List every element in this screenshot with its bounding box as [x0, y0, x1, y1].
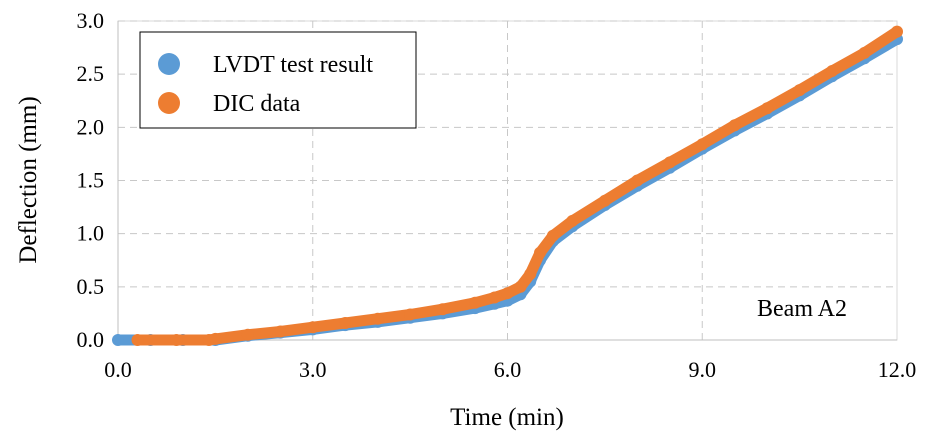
- data-point: [891, 25, 903, 38]
- y-tick-label: 1.0: [77, 221, 105, 246]
- beam-label: Beam A2: [757, 296, 847, 322]
- data-point: [858, 46, 871, 59]
- legend-box: [139, 31, 417, 129]
- data-point: [339, 317, 352, 329]
- data-point: [404, 308, 417, 321]
- data-point: [501, 287, 514, 300]
- data-point: [826, 65, 839, 77]
- data-point: [761, 102, 774, 115]
- x-tick-label: 3.0: [299, 357, 327, 382]
- data-point: [546, 229, 559, 242]
- data-point: [469, 296, 481, 309]
- data-point: [534, 246, 546, 259]
- data-point: [793, 84, 806, 97]
- data-point: [631, 174, 644, 187]
- data-point: [436, 303, 449, 316]
- legend-marker-dic: [158, 92, 180, 114]
- legend-label-lvdt: LVDT test result: [213, 52, 373, 78]
- y-tick-label: 0.0: [77, 327, 105, 352]
- data-point: [131, 334, 144, 346]
- gridlines: [118, 20, 897, 340]
- y-tick-label: 1.5: [77, 168, 105, 193]
- x-axis-title: Time (min): [450, 404, 564, 431]
- y-axis-title: Deflection (mm): [15, 96, 42, 263]
- x-tick-label: 9.0: [689, 357, 717, 382]
- data-point: [209, 332, 222, 345]
- data-point: [306, 321, 319, 334]
- data-point: [170, 334, 183, 346]
- legend: LVDT test result DIC data: [139, 31, 417, 129]
- data-point: [241, 328, 254, 341]
- y-tick-label: 3.0: [77, 8, 105, 33]
- data-point: [663, 156, 676, 169]
- data-point: [696, 138, 709, 151]
- legend-marker-lvdt: [158, 53, 180, 75]
- y-tick-label: 2.5: [77, 61, 105, 86]
- tick-labels: 0.0 0.5 1.0 1.5 2.0 2.5 3.0 0.0 3.0 6.0 9.0 12.0: [77, 8, 917, 382]
- legend-label-dic: DIC data: [213, 91, 301, 117]
- data-point: [566, 214, 579, 227]
- data-point: [514, 280, 527, 293]
- x-tick-label: 12.0: [878, 357, 917, 382]
- data-point: [274, 325, 287, 338]
- x-tick-label: 6.0: [494, 357, 522, 382]
- data-point: [371, 312, 384, 325]
- data-point: [112, 334, 124, 346]
- data-series: [112, 25, 903, 346]
- y-tick-label: 0.5: [77, 274, 105, 299]
- data-point: [598, 194, 611, 207]
- data-point: [728, 119, 741, 132]
- data-point: [524, 268, 537, 281]
- data-point: [488, 291, 501, 304]
- x-tick-label: 0.0: [104, 357, 132, 382]
- series-dic: [131, 25, 903, 346]
- y-tick-label: 2.0: [77, 114, 105, 139]
